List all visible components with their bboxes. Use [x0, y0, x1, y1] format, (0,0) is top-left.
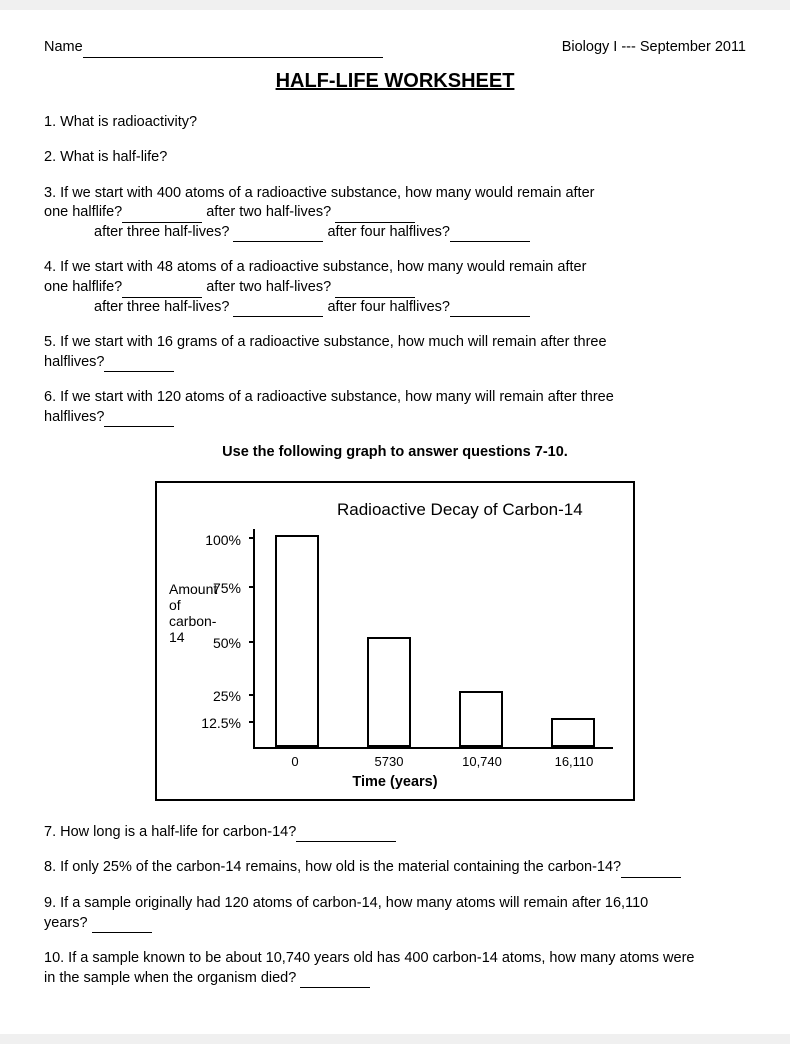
question-1: 1. What is radioactivity? — [44, 113, 746, 133]
xtick-5730: 5730 — [369, 753, 409, 771]
question-9: 9. If a sample originally had 120 atoms … — [44, 894, 746, 933]
name-label: Name — [44, 39, 83, 55]
q4-blank1[interactable] — [122, 285, 202, 298]
q3-blank2[interactable] — [335, 210, 415, 223]
question-8: 8. If only 25% of the carbon-14 remains,… — [44, 858, 746, 878]
q4-blank3[interactable] — [233, 304, 323, 317]
q3-blank4[interactable] — [450, 229, 530, 242]
xtick-16110: 16,110 — [549, 753, 599, 771]
q3-line1: 3. If we start with 400 atoms of a radio… — [44, 184, 746, 204]
tickmark-12-5 — [249, 721, 255, 723]
q3-blank3[interactable] — [233, 229, 323, 242]
decay-chart: Radioactive Decay of Carbon-14 Amount of… — [155, 481, 635, 801]
ytick-12-5: 12.5% — [186, 714, 241, 733]
graph-instruction: Use the following graph to answer questi… — [44, 443, 746, 463]
q10-line2: in the sample when the organism died? — [44, 969, 746, 989]
question-4: 4. If we start with 48 atoms of a radioa… — [44, 258, 746, 317]
xtick-10740: 10,740 — [457, 753, 507, 771]
question-6: 6. If we start with 120 atoms of a radio… — [44, 388, 746, 427]
tickmark-75 — [249, 586, 255, 588]
q6-blank[interactable] — [104, 414, 174, 427]
worksheet-page: Name Biology I --- September 2011 HALF-L… — [0, 10, 790, 1034]
chart-container: Radioactive Decay of Carbon-14 Amount of… — [44, 481, 746, 801]
bar-0 — [275, 535, 319, 747]
chart-title: Radioactive Decay of Carbon-14 — [337, 499, 583, 522]
worksheet-title: HALF-LIFE WORKSHEET — [44, 68, 746, 95]
ytick-100: 100% — [186, 531, 241, 550]
question-7: 7. How long is a half-life for carbon-14… — [44, 823, 746, 843]
q7-blank[interactable] — [296, 829, 396, 842]
q3-line3: after three half-lives? after four halfl… — [44, 223, 746, 243]
q4-blank2[interactable] — [335, 285, 415, 298]
question-5: 5. If we start with 16 grams of a radioa… — [44, 333, 746, 372]
tickmark-100 — [249, 537, 255, 539]
question-2: 2. What is half-life? — [44, 148, 746, 168]
chart-plot-area — [253, 529, 613, 749]
q9-blank[interactable] — [92, 920, 152, 933]
x-axis-label: Time (years) — [157, 773, 633, 793]
q5-blank[interactable] — [104, 359, 174, 372]
q6-line2: halflives? — [44, 408, 746, 428]
q4-blank4[interactable] — [450, 304, 530, 317]
q3-blank1[interactable] — [122, 210, 202, 223]
q8-blank[interactable] — [621, 865, 681, 878]
question-3: 3. If we start with 400 atoms of a radio… — [44, 184, 746, 243]
name-field: Name — [44, 38, 383, 58]
bar-5730 — [367, 637, 411, 747]
q10-blank[interactable] — [300, 975, 370, 988]
tickmark-25 — [249, 694, 255, 696]
tickmark-50 — [249, 641, 255, 643]
q4-line2: one halflife? after two half-lives? — [44, 278, 746, 298]
course-info: Biology I --- September 2011 — [562, 38, 746, 58]
name-blank[interactable] — [83, 44, 383, 58]
ytick-50: 50% — [186, 634, 241, 653]
q9-line2: years? — [44, 914, 746, 934]
q5-line2: halflives? — [44, 353, 746, 373]
bar-16110 — [551, 718, 595, 747]
page-header: Name Biology I --- September 2011 — [44, 38, 746, 58]
ytick-25: 25% — [186, 687, 241, 706]
ytick-75: 75% — [186, 579, 241, 598]
q4-line1: 4. If we start with 48 atoms of a radioa… — [44, 258, 746, 278]
bar-10740 — [459, 691, 503, 747]
q3-line2: one halflife? after two half-lives? — [44, 203, 746, 223]
question-10: 10. If a sample known to be about 10,740… — [44, 949, 746, 988]
q4-line3: after three half-lives? after four halfl… — [44, 298, 746, 318]
xtick-0: 0 — [285, 753, 305, 771]
